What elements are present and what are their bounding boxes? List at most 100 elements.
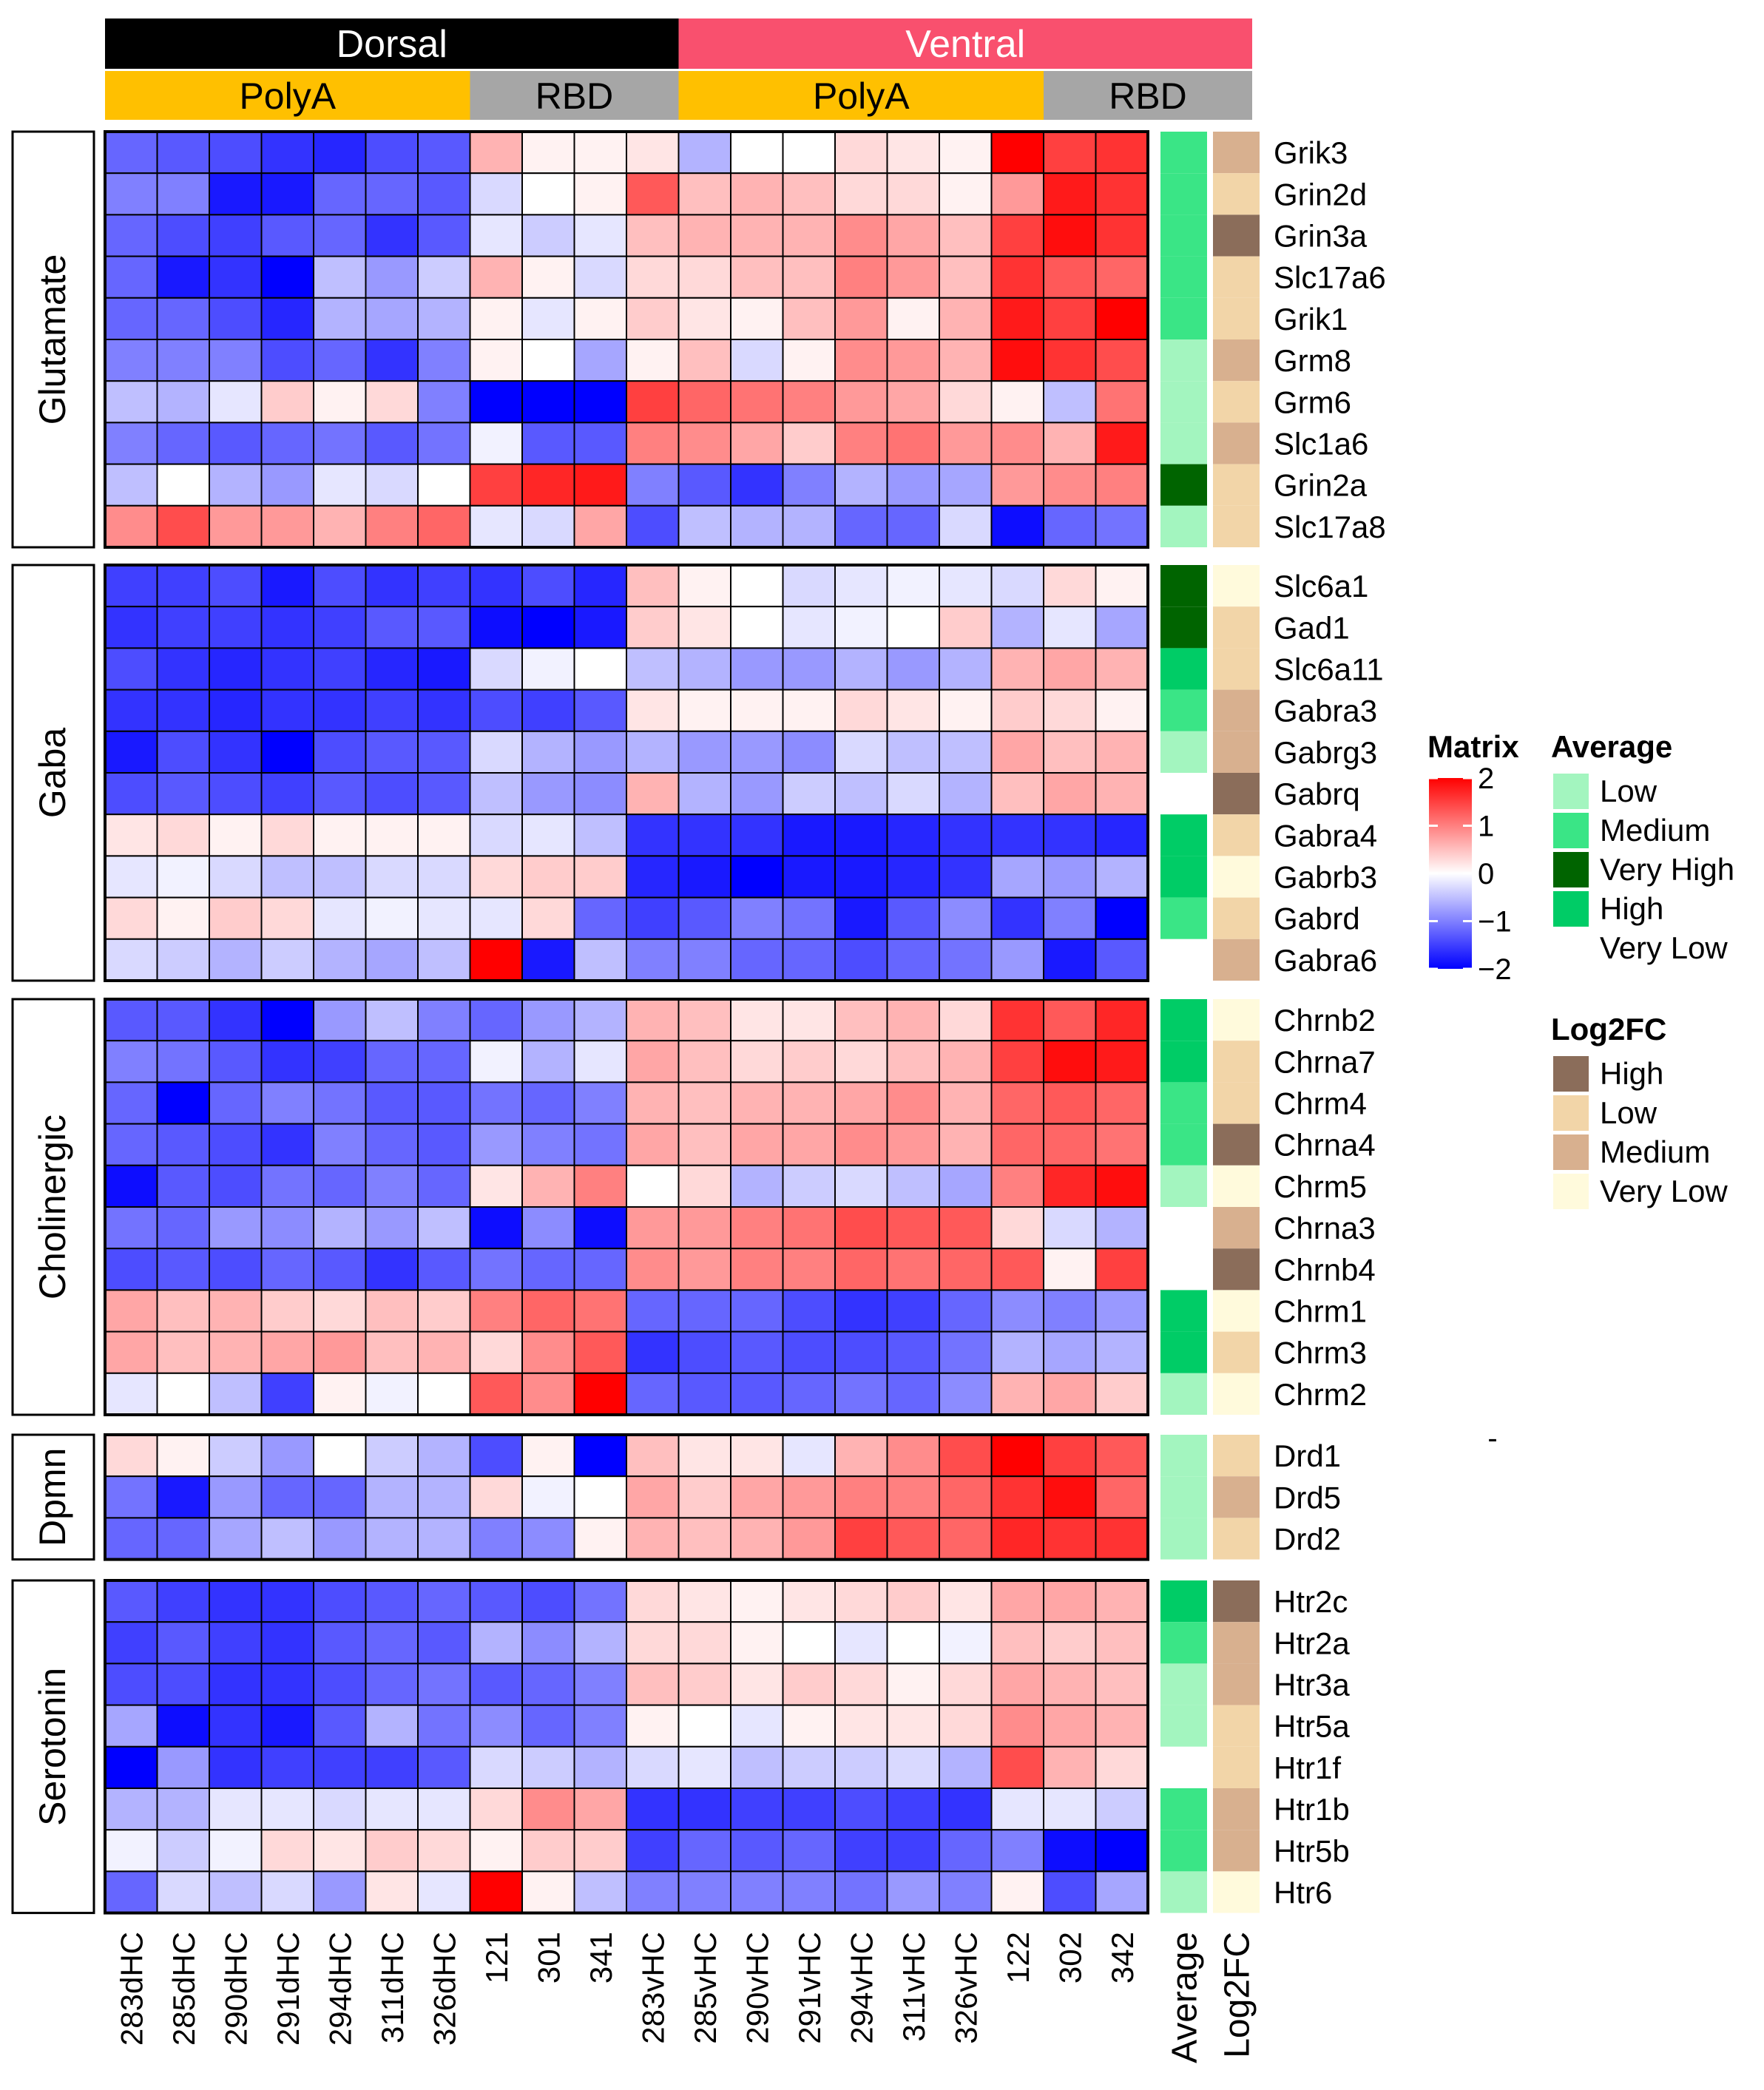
log2fc-legend-label: High [1600, 1056, 1663, 1091]
heatmap-cell [573, 504, 627, 548]
heatmap-cell [209, 1081, 263, 1125]
heatmap-cell [365, 172, 419, 216]
heatmap-cell [730, 1372, 784, 1416]
heatmap-cell [730, 1475, 784, 1519]
heatmap-cell [156, 1745, 210, 1790]
heatmap-cell [730, 1621, 784, 1665]
gene-label: Chrnb4 [1274, 1252, 1376, 1287]
heatmap-cell [156, 422, 210, 465]
heatmap-cell [730, 1704, 784, 1748]
heatmap-cell [521, 1081, 575, 1125]
heatmap-cell [313, 998, 367, 1042]
heatmap-cell [209, 463, 263, 507]
heatmap-cell [1043, 730, 1097, 774]
heatmap-cell [104, 730, 158, 774]
heatmap-cell [1095, 172, 1149, 216]
log2fc-annotation-cell [1213, 731, 1260, 773]
heatmap-cell [209, 1248, 263, 1291]
heatmap-cell [521, 131, 575, 175]
heatmap-cell [209, 214, 263, 257]
heatmap-cell [782, 463, 836, 507]
heatmap-cell [1043, 689, 1097, 732]
heatmap-cell [365, 855, 419, 899]
heatmap-cell [834, 1206, 888, 1250]
heatmap-cell [730, 730, 784, 774]
heatmap-cell [626, 504, 680, 548]
heatmap-cell [209, 998, 263, 1042]
annotation-column-label: Log2FC [1218, 1932, 1257, 2058]
heatmap-cell [260, 647, 314, 691]
heatmap-cell [365, 1330, 419, 1374]
heatmap-cell [469, 998, 523, 1042]
heatmap-cell [677, 1289, 731, 1333]
heatmap-cell [573, 1081, 627, 1125]
heatmap-cell [677, 1475, 731, 1519]
heatmap-cell [104, 1663, 158, 1706]
heatmap-cell [1043, 647, 1097, 691]
heatmap-cell [469, 938, 523, 982]
heatmap-cell [521, 855, 575, 899]
heatmap-cell [939, 689, 993, 732]
heatmap-cell [365, 1081, 419, 1125]
heatmap-cell [834, 1040, 888, 1083]
heatmap-cell [313, 131, 367, 175]
heatmap-cell [834, 772, 888, 816]
heatmap-cell [260, 1248, 314, 1291]
heatmap-cell [990, 214, 1044, 257]
heatmap-cell [1043, 1475, 1097, 1519]
heatmap-cell [313, 814, 367, 857]
heatmap-cell [521, 1475, 575, 1519]
heatmap-cell [626, 463, 680, 507]
heatmap-cell [573, 463, 627, 507]
heatmap-cell [939, 1248, 993, 1291]
block-label-gaba: Gaba [32, 728, 73, 819]
gene-label: Gabra6 [1274, 943, 1377, 978]
heatmap-cell [104, 772, 158, 816]
heatmap-cell [939, 422, 993, 465]
heatmap-cell [782, 730, 836, 774]
heatmap-cell [365, 772, 419, 816]
average-annotation-cell [1160, 814, 1207, 856]
heatmap-cell [156, 998, 210, 1042]
heatmap-cell [209, 1040, 263, 1083]
gene-label: Chrm1 [1274, 1294, 1367, 1329]
heatmap-cell [782, 1434, 836, 1478]
heatmap-cell [782, 1372, 836, 1416]
heatmap-cell [939, 1704, 993, 1748]
heatmap-cell [990, 255, 1044, 299]
heatmap-cell [521, 1206, 575, 1250]
heatmap-cell [573, 1330, 627, 1374]
heatmap-cell [939, 772, 993, 816]
heatmap-cell [990, 297, 1044, 340]
log2fc-annotation-cell [1213, 132, 1260, 174]
heatmap-cell [365, 896, 419, 940]
heatmap-cell [939, 380, 993, 424]
heatmap-cell [626, 380, 680, 424]
heatmap-cell [1043, 380, 1097, 424]
heatmap-cell [677, 606, 731, 649]
heatmap-cell [990, 1164, 1044, 1208]
heatmap-cell [260, 814, 314, 857]
gene-label: Gabrg3 [1274, 735, 1377, 770]
heatmap-cell [834, 380, 888, 424]
heatmap-cell [886, 1829, 940, 1873]
gene-label: Chrm4 [1274, 1086, 1367, 1121]
log2fc-annotation-cell [1213, 464, 1260, 506]
block-label-glutamate: Glutamate [32, 254, 73, 425]
heatmap-cell [1095, 1475, 1149, 1519]
log2fc-annotation-cell [1213, 1518, 1260, 1560]
heatmap-cell [834, 564, 888, 608]
heatmap-cell [417, 255, 471, 299]
heatmap-cell [626, 172, 680, 216]
heatmap-cell [417, 938, 471, 982]
heatmap-cell [886, 1704, 940, 1748]
heatmap-cell [990, 1206, 1044, 1250]
log2fc-annotation-cell [1213, 422, 1260, 464]
heatmap-cell [521, 463, 575, 507]
heatmap-cell [573, 1475, 627, 1519]
heatmap-cell [156, 1164, 210, 1208]
log2fc-annotation-cell [1213, 1082, 1260, 1124]
heatmap-cell [886, 1289, 940, 1333]
annotation-column-label: Average [1166, 1932, 1205, 2063]
heatmap-cell [469, 422, 523, 465]
